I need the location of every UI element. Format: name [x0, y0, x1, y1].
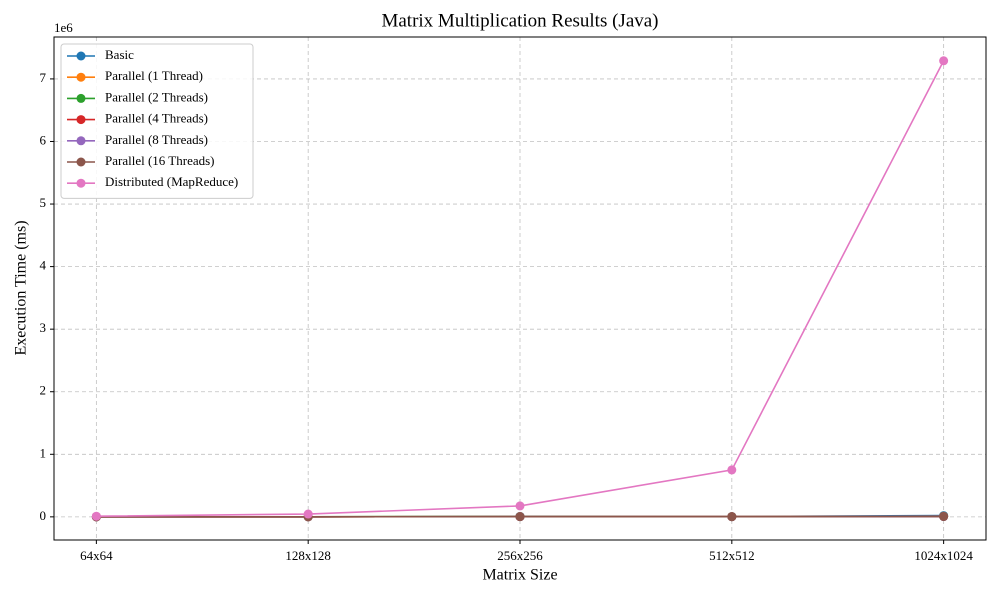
data-point — [727, 465, 737, 475]
y-tick-label: 6 — [40, 132, 47, 147]
legend-label: Parallel (1 Thread) — [105, 68, 203, 83]
y-tick-label: 1 — [40, 445, 47, 460]
x-tick-label: 128x128 — [285, 548, 331, 563]
legend-marker — [76, 136, 86, 146]
legend-box — [60, 43, 254, 199]
legend-label: Parallel (4 Threads) — [105, 111, 208, 126]
y-tick-label: 2 — [40, 383, 47, 398]
plot-frame — [53, 36, 987, 541]
x-axis-label: Matrix Size — [482, 567, 557, 584]
data-point — [303, 509, 313, 519]
legend-marker — [76, 115, 86, 125]
data-point — [515, 501, 525, 511]
legend-label: Parallel (2 Threads) — [105, 89, 208, 104]
y-tick-label: 0 — [40, 508, 47, 523]
legend-marker — [76, 93, 86, 103]
y-tick-label: 7 — [40, 70, 47, 85]
legend-label: Distributed (MapReduce) — [105, 174, 238, 189]
x-tick-label: 64x64 — [80, 548, 113, 563]
data-point — [939, 56, 949, 66]
legend-label: Parallel (8 Threads) — [105, 132, 208, 147]
data-point — [91, 511, 101, 521]
x-tick-label: 512x512 — [709, 548, 755, 563]
y-offset-label: 1e6 — [54, 20, 73, 35]
legend-label: Parallel (16 Threads) — [105, 153, 215, 168]
x-tick-label: 256x256 — [497, 548, 543, 563]
y-tick-label: 5 — [40, 195, 47, 210]
chart-title: Matrix Multiplication Results (Java) — [381, 10, 658, 31]
legend-marker — [76, 157, 86, 167]
legend-marker — [76, 72, 86, 82]
y-axis-label: Execution Time (ms) — [13, 220, 30, 355]
y-tick-label: 3 — [40, 320, 47, 335]
legend-marker — [76, 178, 86, 188]
legend-marker — [76, 51, 86, 61]
legend-label: Basic — [105, 47, 134, 62]
data-point — [515, 512, 525, 522]
x-tick-label: 1024x1024 — [914, 548, 973, 563]
data-point — [727, 512, 737, 522]
data-point — [939, 512, 949, 522]
y-tick-label: 4 — [40, 258, 47, 273]
